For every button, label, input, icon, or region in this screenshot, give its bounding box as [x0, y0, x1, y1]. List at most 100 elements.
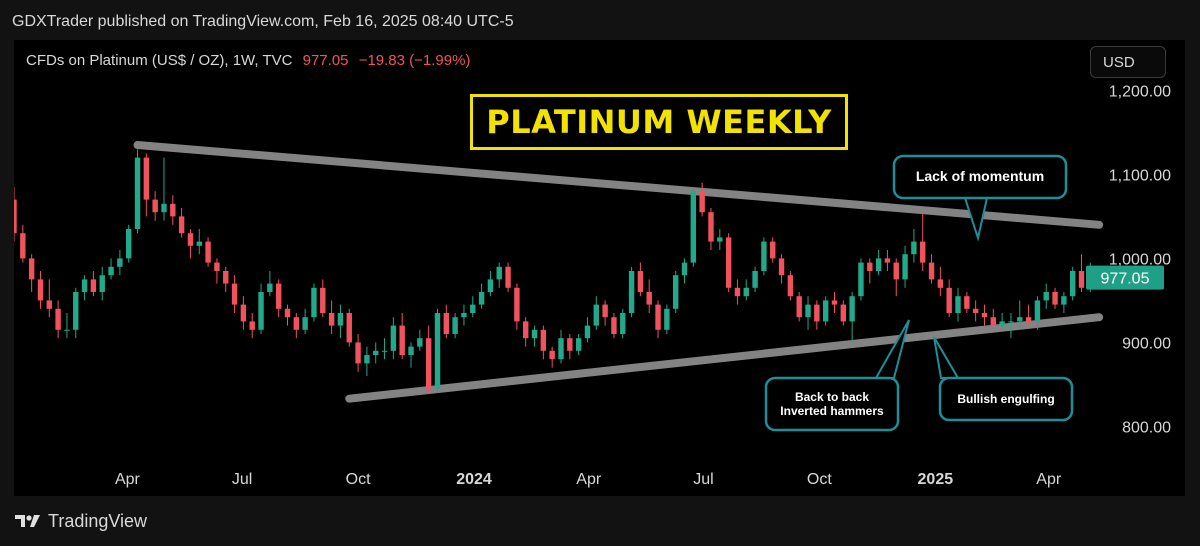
candle-body: [99, 275, 105, 292]
candle-body: [125, 229, 132, 259]
trendline-lower: [345, 313, 1104, 403]
candle-body: [178, 216, 185, 234]
candle-body: [593, 304, 599, 326]
candle-body: [37, 279, 44, 301]
annotation-box: [892, 154, 1068, 200]
candle-body: [1034, 300, 1041, 322]
candle-body: [390, 325, 397, 351]
symbol-info: CFDs on Platinum (US$ / OZ), 1W, TVC 977…: [26, 52, 470, 69]
candle-body: [328, 313, 335, 326]
candle-body: [1025, 317, 1032, 322]
candle-body: [1043, 292, 1049, 301]
annotation-box: [764, 376, 900, 432]
candle-body: [964, 296, 970, 309]
candle-body: [849, 296, 855, 322]
candle-body: [902, 254, 908, 280]
candle-body: [778, 258, 785, 276]
candle-body: [805, 304, 811, 318]
candle-body: [320, 287, 326, 313]
trendline-upper: [133, 141, 1104, 229]
candle-body: [152, 199, 158, 213]
publish-header: GDXTrader published on TradingView.com, …: [12, 13, 514, 30]
candle-body: [831, 300, 838, 305]
candle-body: [1008, 321, 1014, 323]
annotation-text: Inverted hammers: [780, 404, 884, 418]
candle-body: [214, 262, 220, 271]
tradingview-logo-icon: [15, 515, 40, 527]
candle-body: [567, 338, 573, 351]
candle-body: [134, 157, 141, 229]
candle-body: [205, 241, 211, 263]
candle-body: [558, 338, 564, 360]
candle-body: [955, 296, 961, 313]
candle-body: [514, 287, 520, 322]
x-tick-label: Jul: [232, 471, 252, 488]
candle-body: [981, 313, 988, 318]
candle-body: [858, 262, 864, 297]
candle-body: [911, 241, 917, 255]
candle-body: [293, 317, 300, 330]
y-tick-label: 1,200.00: [1109, 83, 1171, 100]
y-tick-label: 800.00: [1122, 419, 1171, 436]
candle-body: [381, 350, 388, 352]
candle-body: [443, 313, 450, 334]
candle-body: [620, 313, 626, 334]
candle-body: [346, 313, 352, 343]
symbol-price: 977.05: [302, 52, 349, 69]
candle-body: [575, 338, 582, 351]
candle-body: [1017, 317, 1023, 322]
candle-body: [990, 317, 996, 326]
x-tick-label: Jul: [693, 471, 713, 488]
candle-body: [893, 262, 899, 280]
candle-body: [637, 271, 644, 292]
candle-body: [302, 317, 308, 330]
candle-body: [90, 279, 97, 292]
candle-body: [1061, 296, 1067, 305]
y-axis: 1,200.00 1,100.00 1,000.00 900.00 800.00 977.…: [1086, 83, 1171, 436]
candle-body: [761, 241, 767, 271]
candle-body: [81, 279, 88, 292]
candle-body: [275, 283, 282, 309]
candle-body: [267, 283, 273, 292]
candle-body: [399, 325, 405, 355]
candle-body: [355, 342, 361, 364]
candle-body: [770, 241, 776, 259]
candle-body: [928, 262, 935, 280]
candle-body: [681, 262, 688, 276]
candle-body: [1078, 271, 1085, 288]
candle-body: [108, 266, 114, 276]
chart-area[interactable]: 1,200.00 1,100.00 1,000.00 900.00 800.00 977.…: [14, 40, 1185, 496]
candle-body: [487, 279, 494, 292]
y-tick-label: 900.00: [1122, 335, 1171, 352]
currency-button[interactable]: USD: [1090, 46, 1166, 78]
annotation-pointer: [933, 336, 960, 379]
candles: [14, 149, 1094, 393]
candle-body: [725, 237, 732, 288]
candle-body: [28, 258, 35, 280]
candlestick-chart[interactable]: 1,200.00 1,100.00 1,000.00 900.00 800.00 977.…: [14, 40, 1185, 496]
candle-body: [337, 313, 344, 326]
candle-body: [531, 329, 538, 339]
candle-body: [540, 329, 547, 351]
candle-body: [117, 258, 123, 267]
candle-body: [972, 308, 979, 313]
tradingview-footer[interactable]: TradingView: [14, 506, 147, 536]
candle-body: [496, 266, 502, 280]
candle-body: [143, 157, 150, 200]
x-tick-label: Apr: [1036, 471, 1062, 488]
candle-body: [646, 292, 652, 305]
candle-body: [46, 300, 52, 309]
candle-body: [628, 271, 635, 313]
candle-body: [364, 355, 370, 364]
candle-body: [373, 350, 379, 355]
candle-body: [708, 212, 714, 242]
y-tick-label: 1,100.00: [1109, 167, 1171, 184]
candle-body: [867, 262, 873, 271]
annotation-text: Back to back: [795, 390, 869, 404]
candle-body: [743, 287, 749, 297]
candle-body: [584, 325, 591, 339]
candle-body: [734, 287, 741, 297]
candle-body: [664, 308, 670, 330]
candle-body: [840, 304, 847, 322]
candle-body: [434, 313, 441, 389]
